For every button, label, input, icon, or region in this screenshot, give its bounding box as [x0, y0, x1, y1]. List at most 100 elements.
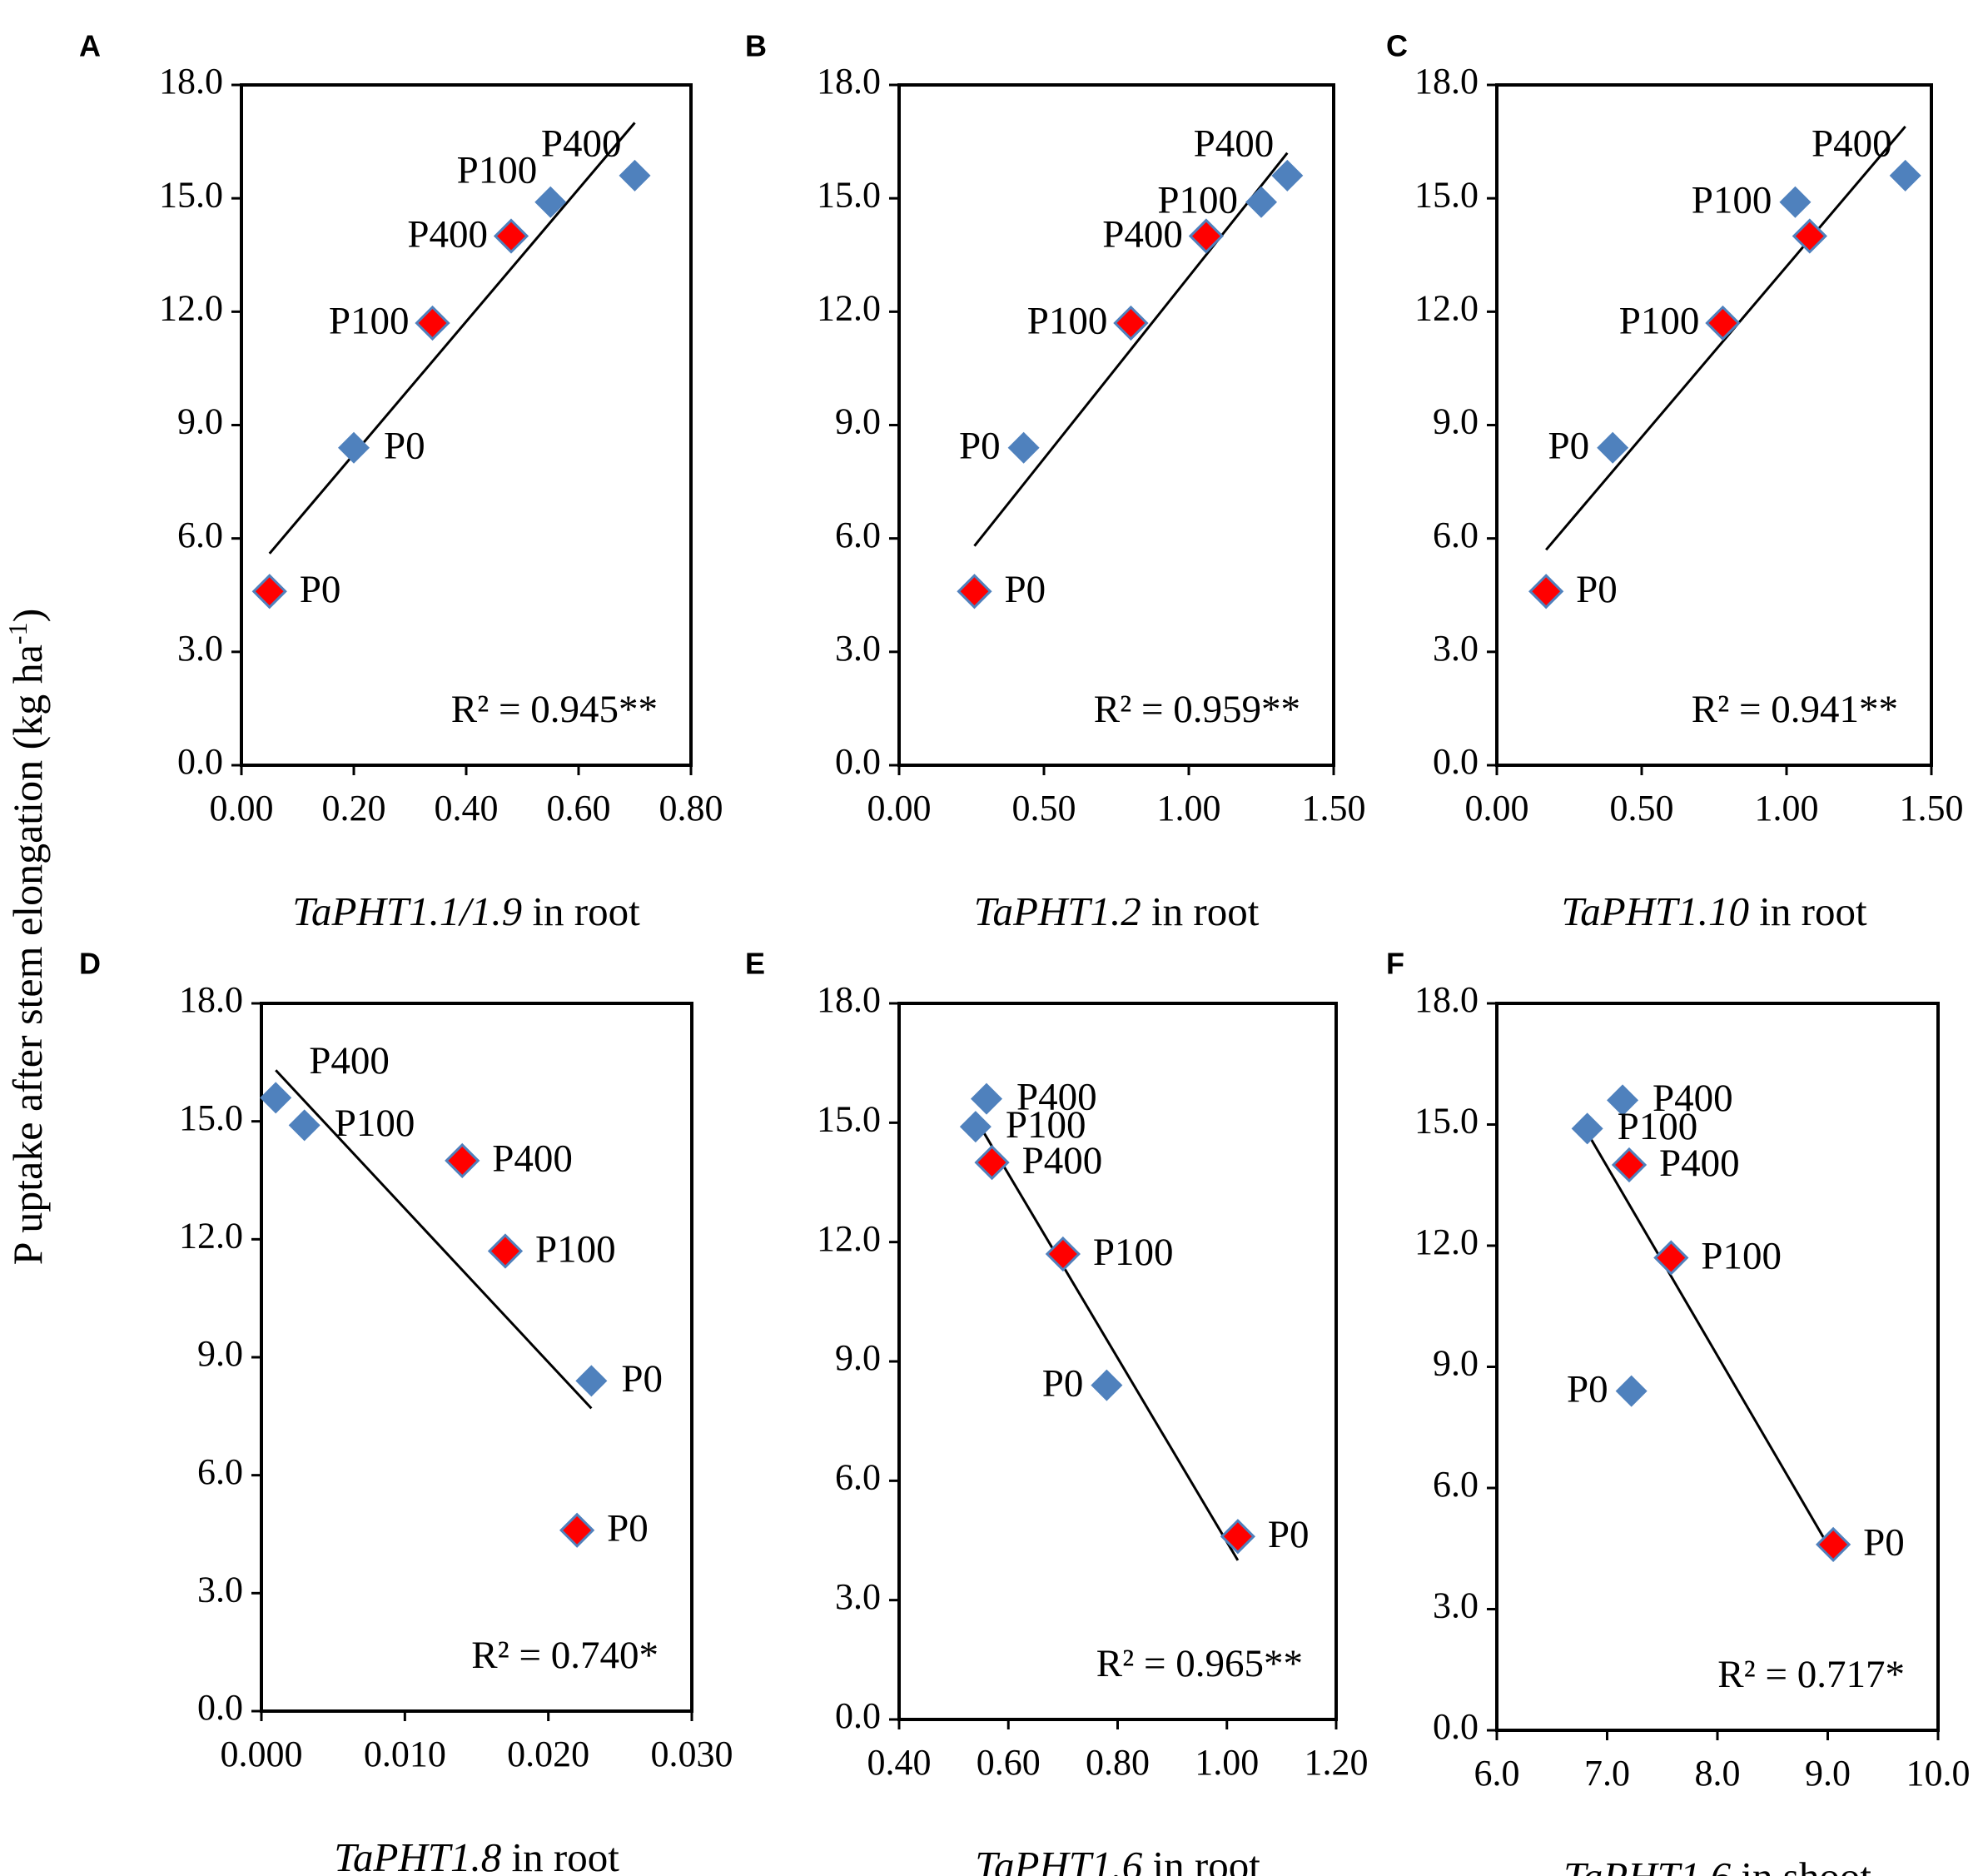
red-diamond-marker — [1816, 1526, 1851, 1563]
point-label: P100 — [1618, 1105, 1698, 1148]
y-tick-label: 18.0 — [179, 979, 243, 1020]
y-tick-label: 6.0 — [1433, 515, 1479, 555]
point-label: P0 — [1004, 568, 1046, 611]
blue-diamond-marker — [971, 1082, 1002, 1115]
red-diamond-marker — [251, 574, 287, 610]
y-tick-label: 6.0 — [835, 1456, 881, 1497]
point-label: P400 — [1022, 1139, 1103, 1182]
x-axis-label: TaPHT1.2 in root — [974, 888, 1260, 934]
x-tick-label: 0.030 — [651, 1734, 733, 1774]
y-tick-label: 6.0 — [1433, 1464, 1479, 1505]
y-tick-label: 15.0 — [1414, 1101, 1479, 1142]
x-tick-label: 1.50 — [1900, 788, 1964, 829]
y-tick-label: 0.0 — [835, 741, 881, 782]
y-tick-label: 0.0 — [197, 1687, 243, 1728]
point-label: P400 — [1653, 1077, 1733, 1120]
blue-diamond-marker — [1779, 186, 1812, 218]
red-diamond-marker — [415, 305, 450, 341]
blue-diamond-marker — [260, 1082, 292, 1114]
r-squared-label: R² = 0.740* — [471, 1634, 659, 1677]
point-label: P0 — [959, 425, 1001, 468]
x-tick-label: 0.20 — [322, 788, 386, 829]
y-tick-label: 12.0 — [179, 1215, 243, 1256]
x-axis-label: TaPHT1.6 in root — [975, 1843, 1260, 1876]
y-tick-label: 9.0 — [1433, 1343, 1479, 1384]
point-label: P400 — [1659, 1142, 1740, 1185]
x-tick-label: 0.010 — [364, 1734, 446, 1774]
x-tick-label: 9.0 — [1805, 1753, 1851, 1794]
x-axis-suffix: in root — [522, 888, 640, 934]
x-axis-suffix: in root — [1142, 1843, 1260, 1876]
y-tick-label: 3.0 — [835, 1576, 881, 1617]
y-tick-label: 15.0 — [1414, 174, 1479, 215]
panel-f: F 0.0 3.0 6.0 9.0 12.0 15.0 18.0 6.0 7.0 8.0 9.0 10.… — [1386, 947, 1971, 1876]
point-label: P0 — [1863, 1521, 1905, 1565]
blue-diamond-marker — [288, 1109, 321, 1142]
y-tick-label: 3.0 — [197, 1569, 243, 1610]
x-tick-label: 1.20 — [1305, 1742, 1369, 1783]
x-tick-label: 0.60 — [547, 788, 611, 829]
x-tick-label: 0.000 — [221, 1734, 303, 1774]
panel-c: C 0.0 3.0 6.0 9.0 12.0 15.0 18.0 0.00 0.50 1.00 1.5… — [1386, 29, 1964, 934]
x-tick-label: 0.00 — [1465, 788, 1529, 829]
x-axis-gene-name: TaPHT1.6 — [975, 1843, 1143, 1876]
point-label: P400 — [541, 122, 622, 166]
x-tick-label: 10.0 — [1906, 1753, 1971, 1794]
blue-diamond-marker — [1607, 1084, 1639, 1117]
panel-letter: A — [79, 29, 101, 63]
point-label: P100 — [329, 300, 410, 343]
trend-line — [275, 1069, 593, 1410]
x-tick-label: 1.00 — [1755, 788, 1819, 829]
x-tick-label: 1.00 — [1157, 788, 1221, 829]
trend-line — [974, 1117, 1240, 1561]
x-axis-gene-name: TaPHT1.10 — [1561, 888, 1749, 934]
x-tick-label: 0.50 — [1610, 788, 1674, 829]
plot-frame — [897, 1002, 1338, 1721]
red-diamond-marker — [1113, 305, 1149, 341]
y-tick-label: 0.0 — [1433, 741, 1479, 782]
y-tick-label: 12.0 — [817, 1218, 881, 1259]
trend-line — [1586, 1132, 1831, 1550]
panel-letter: E — [745, 947, 765, 981]
blue-diamond-marker — [1245, 186, 1277, 218]
y-tick-label: 15.0 — [817, 1098, 881, 1139]
y-tick-label: 6.0 — [197, 1451, 243, 1492]
blue-diamond-marker — [1091, 1369, 1123, 1401]
x-tick-label: 0.60 — [977, 1742, 1041, 1783]
blue-diamond-marker — [534, 186, 567, 218]
r-squared-label: R² = 0.965** — [1096, 1642, 1303, 1685]
blue-diamond-marker — [1889, 159, 1921, 192]
x-axis-label: TaPHT1.10 in root — [1561, 888, 1867, 934]
panel-letter: B — [745, 29, 767, 63]
point-label: P400 — [1194, 122, 1275, 166]
x-tick-label: 1.50 — [1302, 788, 1366, 829]
y-tick-label: 6.0 — [177, 515, 223, 555]
point-label: P0 — [300, 568, 341, 611]
point-label: P100 — [1619, 300, 1700, 343]
x-axis-gene-name: TaPHT1.2 — [974, 888, 1141, 934]
point-label: P100 — [335, 1102, 415, 1145]
y-axis-label: P uptake after stem elongation (kg ha-1) — [2, 609, 51, 1265]
y-tick-label: 0.0 — [177, 741, 223, 782]
panel-letter: F — [1386, 947, 1404, 981]
point-label: P100 — [1701, 1234, 1782, 1277]
panels-group: A 0.0 3.0 6.0 9.0 12.0 15.0 18.0 0.00 0.20 0.40 0.6… — [79, 29, 1971, 1876]
y-tick-label: 3.0 — [1433, 1585, 1479, 1626]
blue-diamond-marker — [1615, 1375, 1648, 1407]
x-axis-gene-name: TaPHT1.6 — [1563, 1854, 1732, 1876]
panel-a: A 0.0 3.0 6.0 9.0 12.0 15.0 18.0 0.00 0.20 0.40 0.6… — [79, 29, 723, 934]
y-tick-label: 3.0 — [177, 628, 223, 669]
point-label: P100 — [457, 148, 538, 192]
point-label: P100 — [1027, 300, 1108, 343]
y-tick-label: 18.0 — [1414, 61, 1479, 102]
y-tick-label: 15.0 — [817, 174, 881, 215]
point-label: P400 — [492, 1137, 573, 1181]
point-label: P100 — [535, 1227, 616, 1271]
y-tick-label: 3.0 — [835, 628, 881, 669]
x-axis-label: TaPHT1.8 in root — [334, 1834, 619, 1876]
panel-e: E 0.0 3.0 6.0 9.0 12.0 15.0 18.0 0.40 0.60 0.80 1.0… — [745, 947, 1369, 1876]
panel-d: D 0.0 3.0 6.0 9.0 12.0 15.0 18.0 0.000 0.010 0.020… — [79, 947, 733, 1876]
x-tick-label: 0.50 — [1012, 788, 1076, 829]
blue-diamond-marker — [1571, 1112, 1603, 1145]
